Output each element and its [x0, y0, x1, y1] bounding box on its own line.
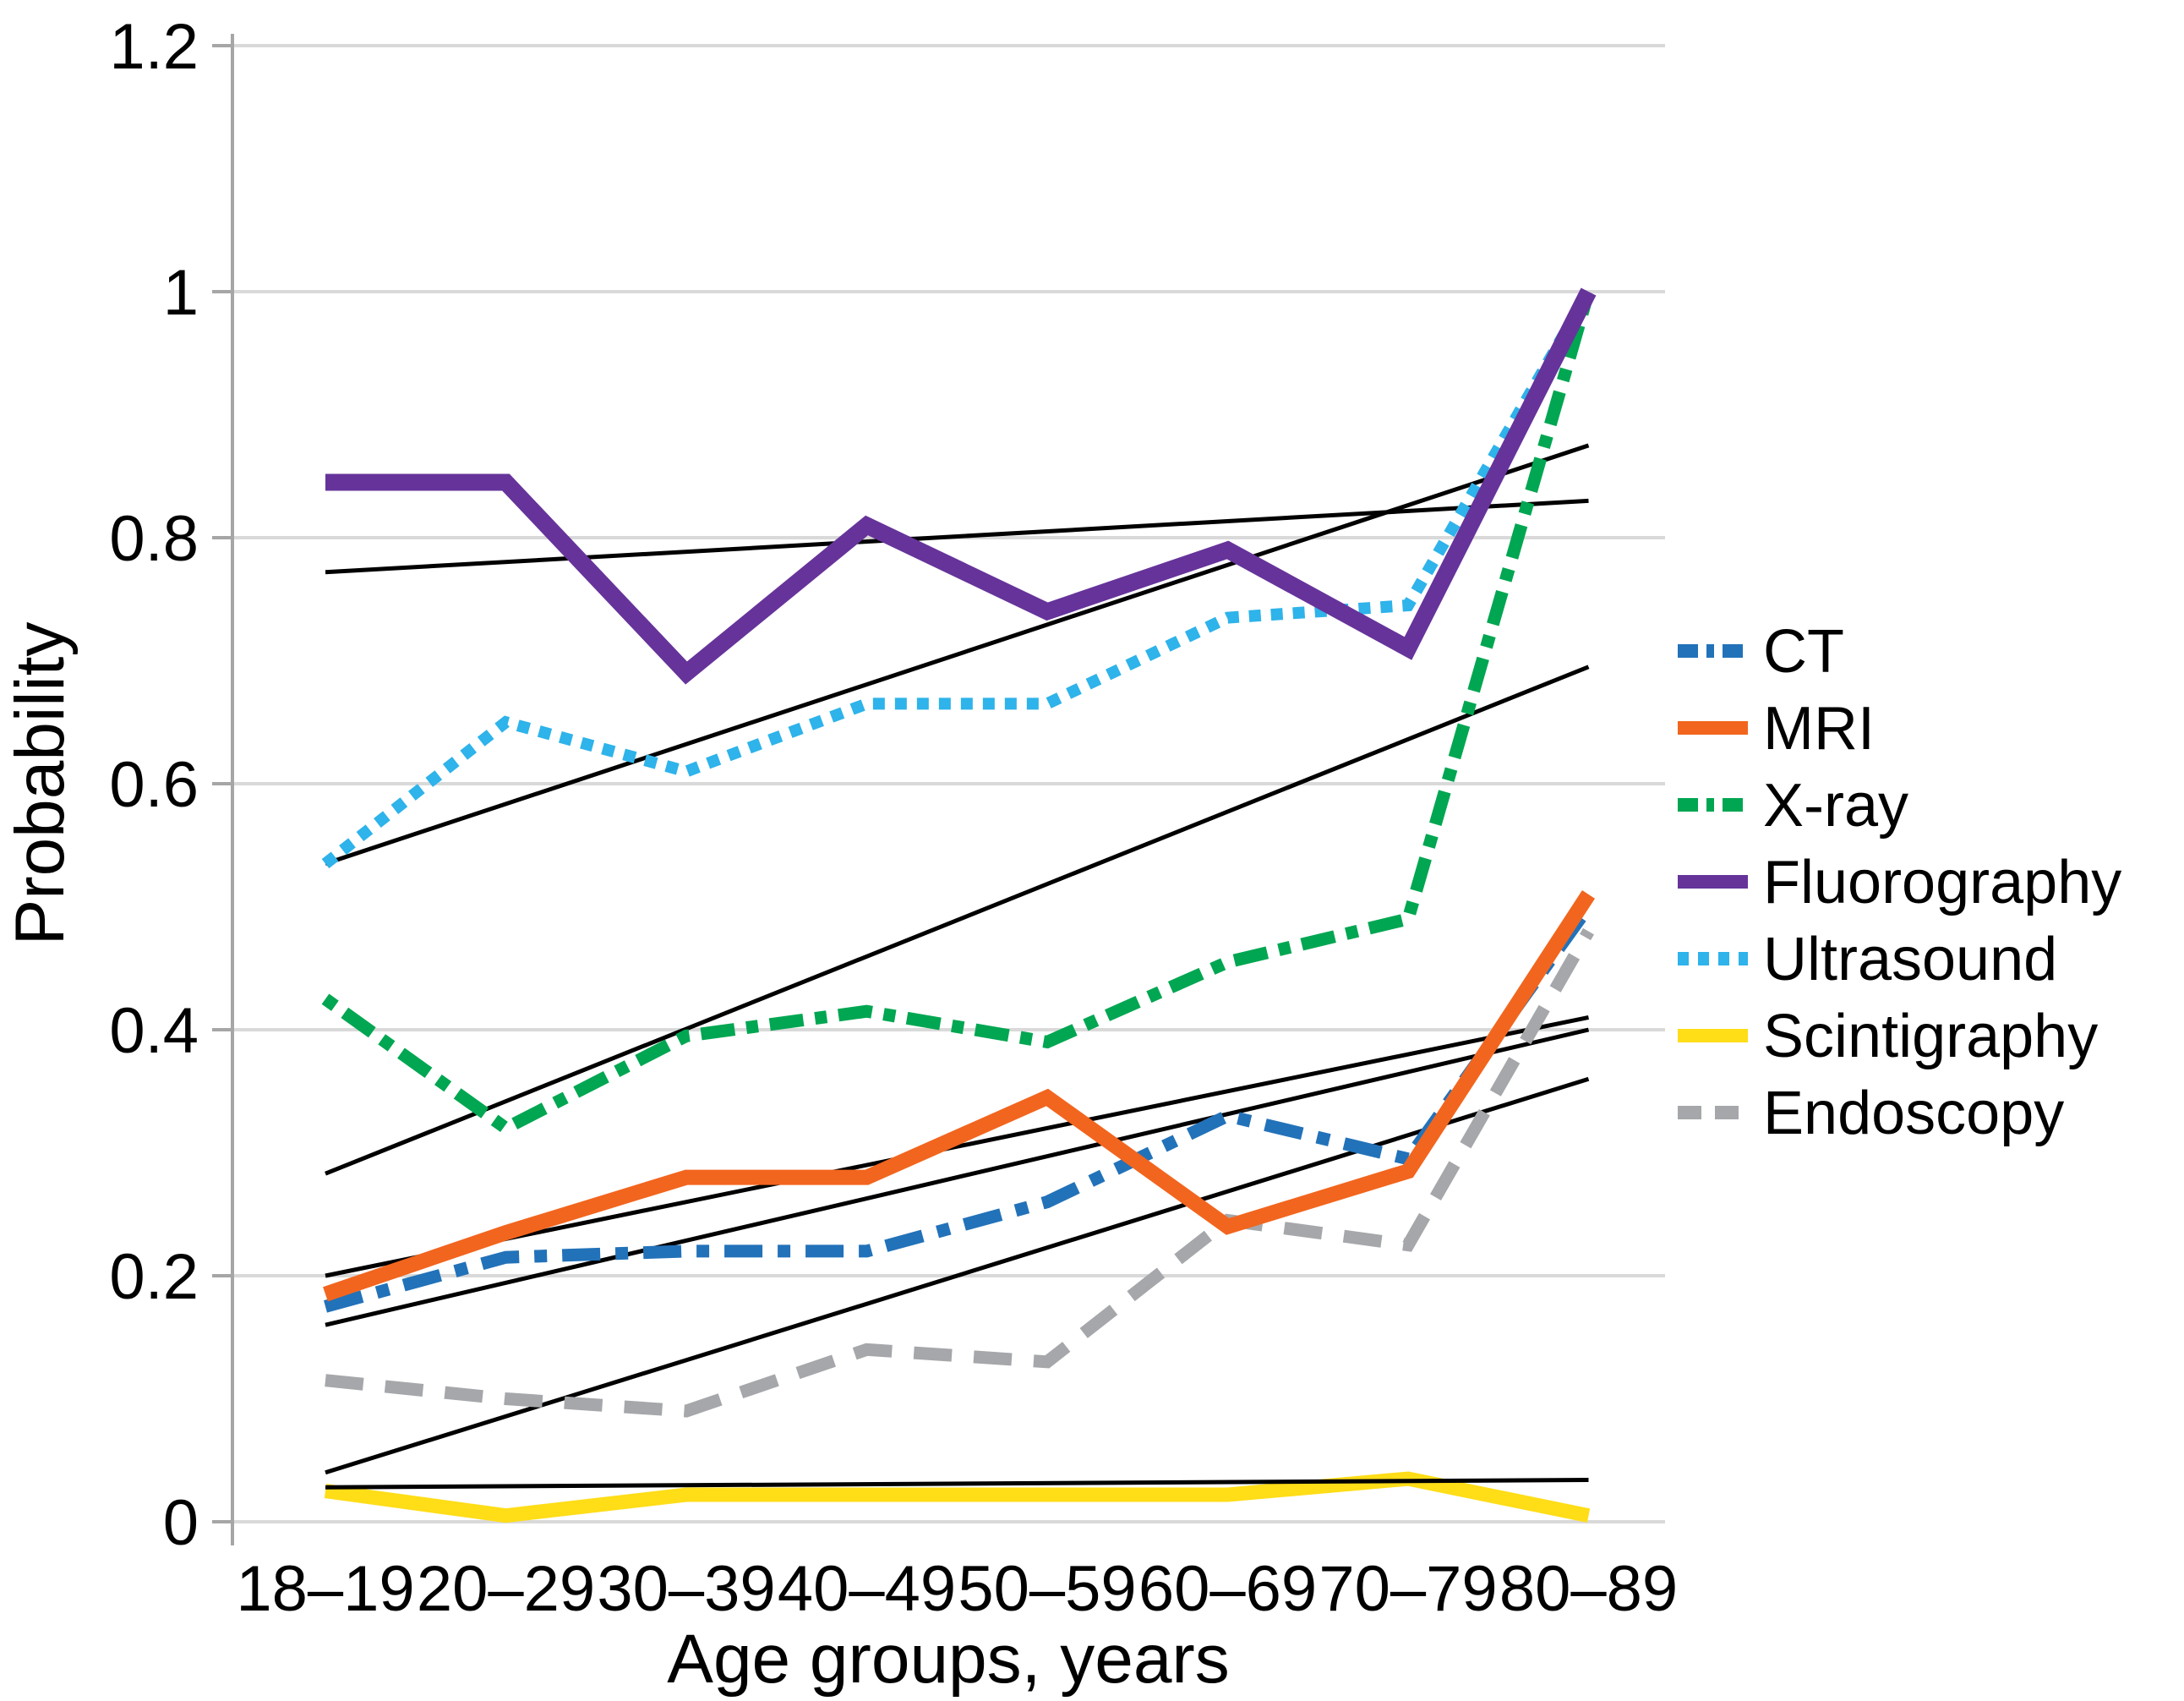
legend-item-ultrasound: Ultrasound [1678, 926, 2057, 993]
legend-item-scintigraphy: Scintigraphy [1678, 1003, 2098, 1070]
legend-label-scintigraphy: Scintigraphy [1763, 1003, 2098, 1070]
x-tick-label: 20–29 [417, 1553, 595, 1625]
x-tick-label: 18–19 [236, 1553, 414, 1625]
legend-label-mri: MRI [1763, 695, 1875, 763]
series-line-x-ray [321, 289, 1595, 1136]
legend: CT MRI X-ray Fluorography Ultrasound Scintigr… [1678, 618, 2121, 1147]
y-tick-label: 0.2 [109, 1241, 199, 1313]
legend-item-mri: MRI [1678, 695, 1875, 763]
y-tick-label: 0.8 [109, 503, 199, 575]
gridlines [232, 44, 1665, 1523]
x-tick-label: 80–89 [1499, 1553, 1678, 1625]
x-tick-label: 30–39 [597, 1553, 775, 1625]
legend-label-ultrasound: Ultrasound [1763, 926, 2057, 993]
y-tick-label: 1.2 [109, 11, 199, 83]
trend-line-mri [325, 1015, 1590, 1278]
y-tick-label: 0 [163, 1487, 199, 1559]
series-line-ct [324, 903, 1594, 1313]
trend-line-overlay [325, 1478, 1589, 1490]
legend-item-endoscopy: Endoscopy [1678, 1080, 2064, 1147]
series-line-fluorography [325, 287, 1597, 685]
y-tick-labels: 0 0.2 0.4 0.6 0.8 1 1.2 [109, 11, 199, 1559]
x-tick-label: 50–59 [958, 1553, 1136, 1625]
x-tick-label: 60–69 [1138, 1553, 1317, 1625]
trend-line-fluorography [325, 498, 1589, 575]
trend-line-ultrasound [325, 443, 1590, 866]
trend-line-scintigraphy [325, 1478, 1589, 1490]
y-tick-label: 0.6 [109, 749, 199, 821]
legend-label-ct: CT [1763, 618, 1844, 686]
data-series [321, 287, 1597, 1523]
x-axis-title: Age groups, years [667, 1621, 1230, 1698]
y-axis [212, 34, 234, 1545]
trend-line-x-ray [325, 665, 1590, 1176]
series-line-mri [323, 889, 1596, 1302]
series-line-endoscopy [325, 927, 1595, 1418]
y-axis-title: Probability [2, 622, 79, 946]
legend-item-x-ray: X-ray [1678, 772, 1908, 840]
x-tick-labels: 18–19 20–29 30–39 40–49 50–59 60–69 70–79 80–89 [236, 1553, 1678, 1625]
y-tick-label: 1 [163, 257, 199, 329]
y-tick-label: 0.4 [109, 995, 199, 1067]
legend-label-endoscopy: Endoscopy [1763, 1080, 2064, 1147]
trend-lines [325, 443, 1590, 1475]
legend-item-ct: CT [1678, 618, 1844, 686]
legend-item-fluorography: Fluorography [1678, 849, 2121, 916]
x-tick-label: 70–79 [1319, 1553, 1497, 1625]
x-tick-label: 40–49 [778, 1553, 956, 1625]
trend-line-ct [325, 1027, 1590, 1327]
legend-label-x-ray: X-ray [1763, 772, 1908, 840]
legend-label-fluorography: Fluorography [1763, 849, 2121, 916]
